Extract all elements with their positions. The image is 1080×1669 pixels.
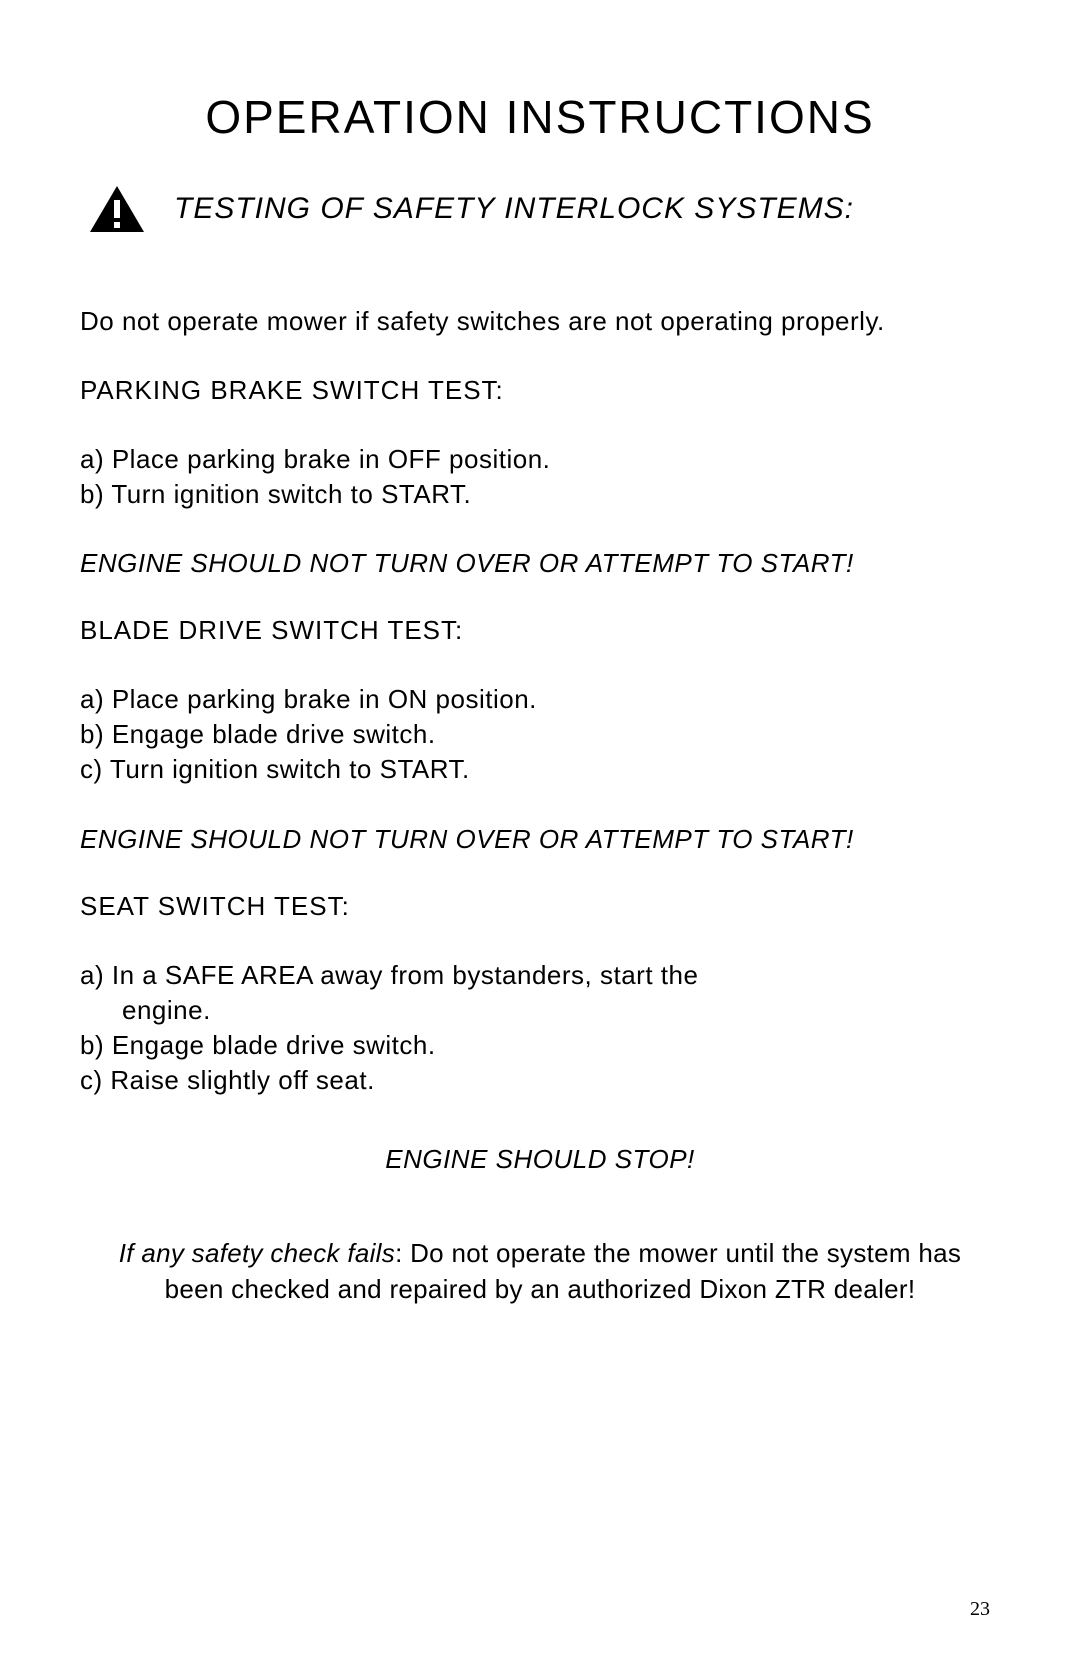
- test-heading-2: BLADE DRIVE SWITCH TEST:: [80, 615, 1000, 646]
- step: c) Raise slightly off seat.: [80, 1063, 1000, 1098]
- closing-italic: If any safety check fails: [119, 1238, 395, 1268]
- step: b) Turn ignition switch to START.: [80, 477, 1000, 512]
- subtitle-text: TESTING OF SAFETY INTERLOCK SYSTEMS:: [174, 192, 854, 226]
- intro-paragraph: Do not operate mower if safety switches …: [80, 304, 1000, 339]
- step: c) Turn ignition switch to START.: [80, 752, 1000, 787]
- step-continuation: engine.: [80, 993, 1000, 1028]
- test-heading-1: PARKING BRAKE SWITCH TEST:: [80, 375, 1000, 406]
- test-steps-2: a) Place parking brake in ON position. b…: [80, 682, 1000, 787]
- subtitle-row: TESTING OF SAFETY INTERLOCK SYSTEMS:: [80, 184, 1000, 234]
- step: b) Engage blade drive switch.: [80, 1028, 1000, 1063]
- test-result-2: ENGINE SHOULD NOT TURN OVER OR ATTEMPT T…: [80, 824, 1000, 855]
- step: b) Engage blade drive switch.: [80, 717, 1000, 752]
- page-number: 23: [970, 1598, 990, 1621]
- step: a) Place parking brake in OFF position.: [80, 442, 1000, 477]
- warning-icon: [88, 184, 146, 234]
- test-result-3: ENGINE SHOULD STOP!: [80, 1144, 1000, 1175]
- test-steps-3: a) In a SAFE AREA away from bystanders, …: [80, 958, 1000, 1098]
- page-title: OPERATION INSTRUCTIONS: [80, 90, 1000, 144]
- test-steps-1: a) Place parking brake in OFF position. …: [80, 442, 1000, 512]
- step: a) In a SAFE AREA away from bystanders, …: [80, 958, 1000, 993]
- test-result-1: ENGINE SHOULD NOT TURN OVER OR ATTEMPT T…: [80, 548, 1000, 579]
- closing-paragraph: If any safety check fails: Do not operat…: [80, 1235, 1000, 1308]
- step: a) Place parking brake in ON position.: [80, 682, 1000, 717]
- test-heading-3: SEAT SWITCH TEST:: [80, 891, 1000, 922]
